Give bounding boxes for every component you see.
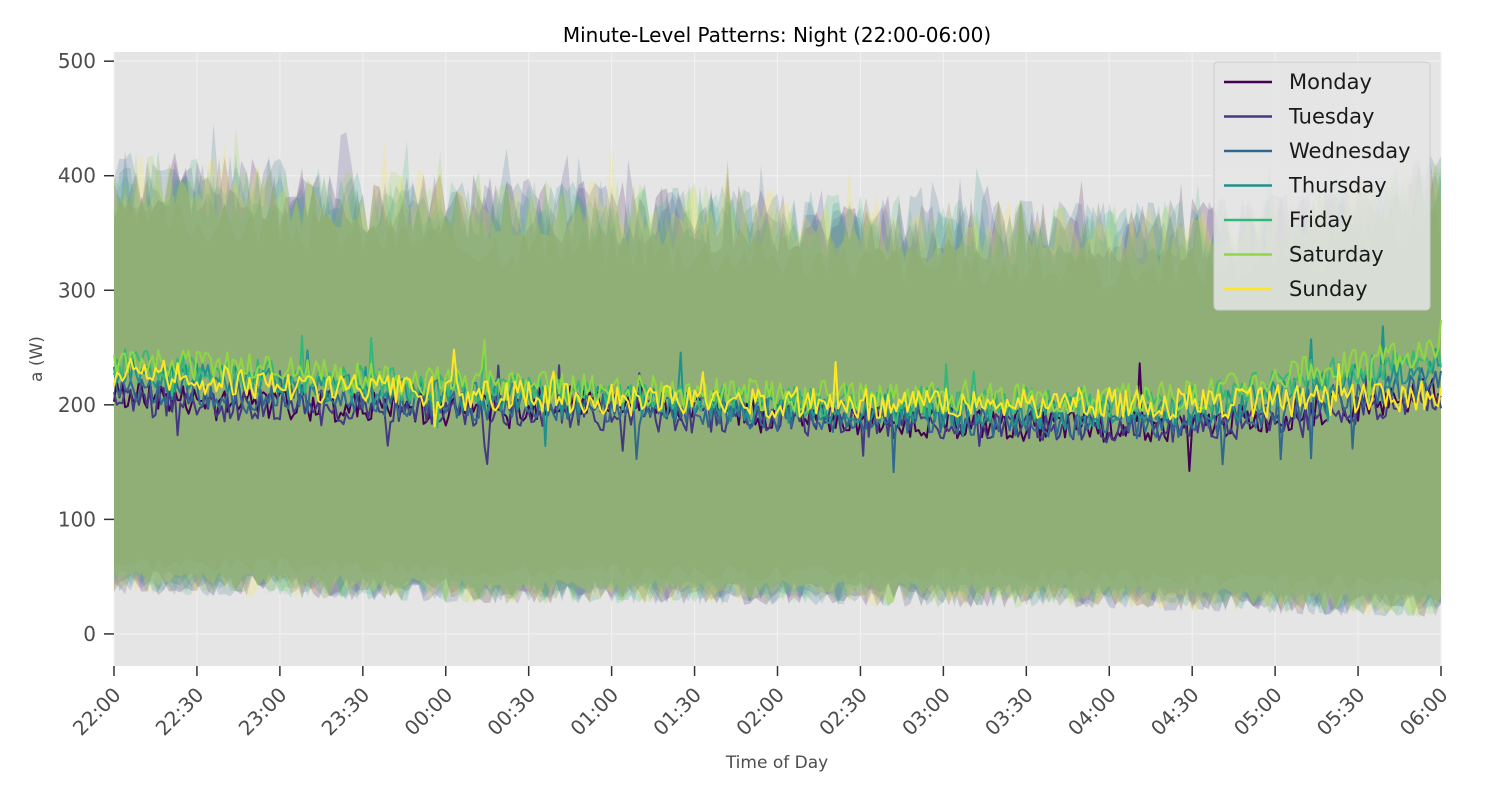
legend-label-wednesday: Wednesday <box>1289 139 1411 163</box>
series-line-saturday <box>113 319 1442 415</box>
x-tick-label: 02:30 <box>814 683 872 741</box>
series-lines <box>113 319 1442 474</box>
x-tick-label: 04:00 <box>1063 683 1121 741</box>
x-tick-label: 00:00 <box>400 683 458 741</box>
legend-frame <box>1213 61 1431 311</box>
y-axis-title: a (W) <box>27 336 47 382</box>
x-axis: 22:00 22:30 23:00 23:30 00:00 00:30 01:00 01:30… <box>68 666 1453 740</box>
legend-label-sunday: Sunday <box>1289 277 1368 301</box>
x-tick-label: 05:30 <box>1312 683 1370 741</box>
y-axis: 0 100 200 300 400 500 <box>58 49 114 646</box>
x-axis-title: Time of Day <box>725 753 828 773</box>
y-tick-label: 400 <box>58 164 96 188</box>
legend-label-friday: Friday <box>1289 208 1353 232</box>
x-tick-label: 22:00 <box>68 683 126 741</box>
x-tick-label: 23:30 <box>317 683 375 741</box>
legend-label-monday: Monday <box>1289 70 1372 94</box>
legend: Monday Tuesday Wednesday Thursday Friday Satu… <box>1213 61 1431 311</box>
legend-label-saturday: Saturday <box>1289 243 1384 267</box>
series-line-friday <box>113 334 1442 429</box>
x-tick-label: 03:30 <box>980 683 1038 741</box>
y-tick-label: 300 <box>58 278 96 302</box>
x-tick-label: 22:30 <box>151 683 209 741</box>
y-tick-label: 200 <box>58 393 96 417</box>
x-tick-label: 04:30 <box>1146 683 1204 741</box>
x-tick-label: 02:00 <box>731 683 789 741</box>
y-tick-label: 100 <box>58 507 96 531</box>
x-tick-label: 01:00 <box>565 683 623 741</box>
series-line-wednesday <box>113 366 1442 474</box>
x-tick-label: 05:00 <box>1229 683 1287 741</box>
legend-label-tuesday: Tuesday <box>1288 105 1374 129</box>
series-line-sunday <box>113 348 1442 428</box>
x-tick-label: 01:30 <box>648 683 706 741</box>
y-tick-label: 500 <box>58 49 96 73</box>
x-tick-label: 23:00 <box>234 683 292 741</box>
bands <box>114 122 1441 618</box>
x-tick-label: 00:30 <box>482 683 540 741</box>
legend-label-thursday: Thursday <box>1288 174 1387 198</box>
x-tick-label: 03:00 <box>897 683 955 741</box>
y-tick-label: 0 <box>83 622 96 646</box>
chart-title: Minute-Level Patterns: Night (22:00-06:0… <box>563 23 991 47</box>
x-tick-label: 06:00 <box>1395 683 1453 741</box>
